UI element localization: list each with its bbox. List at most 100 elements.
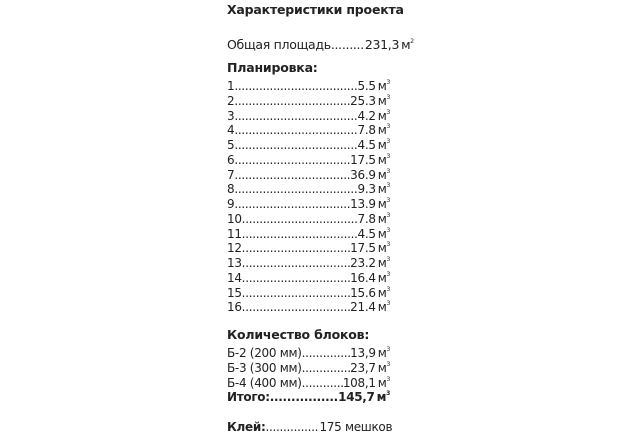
dot-leader (245, 212, 357, 227)
dot-leader (245, 300, 350, 315)
item-value: 145,7 (338, 390, 375, 405)
item-label: 1. (227, 79, 238, 93)
list-item: 1. 5.5м3 (227, 76, 391, 94)
unit: м3 (377, 79, 391, 93)
dot-leader (331, 38, 365, 53)
item-value: 5.5 (357, 79, 376, 93)
dot-leader (245, 286, 350, 301)
item-label: 11. (227, 226, 246, 241)
item-label: 16. (227, 300, 246, 315)
total-area-value: 231,3 (364, 37, 400, 52)
unit: м3 (377, 108, 391, 123)
unit: м3 (377, 167, 391, 182)
layout-heading: Планировка: (227, 60, 318, 75)
item-label: 7. (227, 167, 238, 182)
item-value: 4.5 (357, 138, 376, 152)
list-item: Б-2 (200 мм) 13,9м3 (227, 343, 390, 361)
item-value: 21.4 (350, 300, 376, 315)
item-label: Б-4 (400 мм) (227, 375, 302, 390)
item-value: 7.8 (357, 211, 376, 226)
dot-leader (302, 346, 351, 361)
item-value: 23,7 (350, 360, 376, 375)
list-item: 11. 4.5м3 (227, 224, 391, 242)
item-value: 15.6 (350, 285, 376, 300)
unit: м3 (377, 197, 391, 211)
list-item: 9. 13.9м3 (227, 194, 391, 212)
list-item: 8. 9.3м3 (227, 179, 390, 197)
unit: м3 (377, 241, 391, 256)
list-item: 3. 4.2м3 (227, 106, 391, 124)
unit: м3 (377, 93, 391, 108)
item-value: 16.4 (350, 270, 376, 285)
glue-value: 175 мешков (319, 420, 393, 434)
list-item: 13. 23.2м3 (227, 253, 391, 271)
list-item: 16. 21.4м3 (227, 297, 391, 315)
list-item: 12. 17.5м3 (227, 238, 391, 256)
dot-leader (302, 376, 343, 391)
list-item: 7. 36.9м3 (227, 165, 391, 183)
dot-leader (238, 153, 350, 168)
rooms-list: 1.5.5м32.25.3м33.4.2м34.7.8м35.4.5м36.17… (227, 76, 391, 315)
item-label: 13. (227, 256, 246, 270)
dot-leader (238, 109, 358, 124)
unit: м3 (377, 360, 391, 375)
item-value: 36.9 (350, 167, 376, 182)
glue-label: Клей: (227, 420, 266, 434)
dot-leader (238, 94, 350, 109)
item-label: 6. (227, 152, 238, 167)
total-area-label: Общая площадь (227, 37, 331, 52)
unit: м3 (377, 270, 391, 285)
item-label: 5. (227, 138, 238, 152)
item-label: Итого: (227, 390, 270, 405)
dot-leader (270, 390, 338, 405)
dot-leader (245, 256, 350, 271)
item-label: 3. (227, 108, 238, 123)
list-item: 2. 25.3м3 (227, 91, 391, 109)
item-value: 108,1 (342, 375, 376, 390)
item-label: Б-3 (300 мм) (227, 360, 302, 375)
unit: м3 (376, 390, 391, 405)
dot-leader (238, 138, 358, 153)
blocks-heading: Количество блоков: (227, 327, 370, 342)
dot-leader (245, 227, 357, 242)
unit: м3 (377, 300, 391, 315)
item-value: 13.9 (350, 197, 376, 211)
item-label: 8. (227, 182, 238, 197)
dot-leader (238, 79, 358, 94)
unit: м3 (377, 211, 391, 226)
list-item: 15. 15.6м3 (227, 283, 391, 301)
dot-leader (302, 361, 351, 376)
total-area-row: Общая площадь 231,3 м2 (227, 35, 417, 53)
list-item: 14. 16.4м3 (227, 268, 391, 286)
unit: м3 (377, 226, 391, 241)
item-value: 7.8 (357, 123, 376, 138)
item-value: 23.2 (350, 256, 376, 270)
list-item: 5. 4.5м3 (227, 135, 391, 153)
item-label: 9. (227, 197, 238, 211)
item-label: 4. (227, 123, 238, 138)
total-row: Итого: 145,7м3 (227, 387, 391, 405)
item-value: 9.3 (357, 182, 376, 197)
list-item: 4. 7.8м3 (227, 120, 390, 138)
item-label: 15. (227, 285, 246, 300)
unit: м3 (377, 285, 391, 300)
unit: м2 (401, 37, 414, 52)
item-value: 13,9 (350, 346, 376, 360)
item-value: 25.3 (350, 93, 376, 108)
dot-leader (238, 123, 358, 138)
unit: м3 (377, 256, 391, 270)
dot-leader (238, 168, 350, 183)
unit: м3 (377, 375, 391, 390)
dot-leader (245, 271, 350, 286)
item-value: 4.2 (357, 108, 376, 123)
dot-leader (238, 197, 350, 212)
dot-leader (245, 241, 350, 256)
unit: м3 (377, 138, 391, 152)
item-label: 14. (227, 270, 246, 285)
list-item: Б-4 (400 мм) 108,1м3 (227, 373, 391, 391)
list-item: 6. 17.5м3 (227, 150, 390, 168)
item-label: 2. (227, 93, 238, 108)
item-value: 17.5 (350, 241, 376, 256)
glue-row: Клей: 175 мешков (227, 420, 417, 435)
